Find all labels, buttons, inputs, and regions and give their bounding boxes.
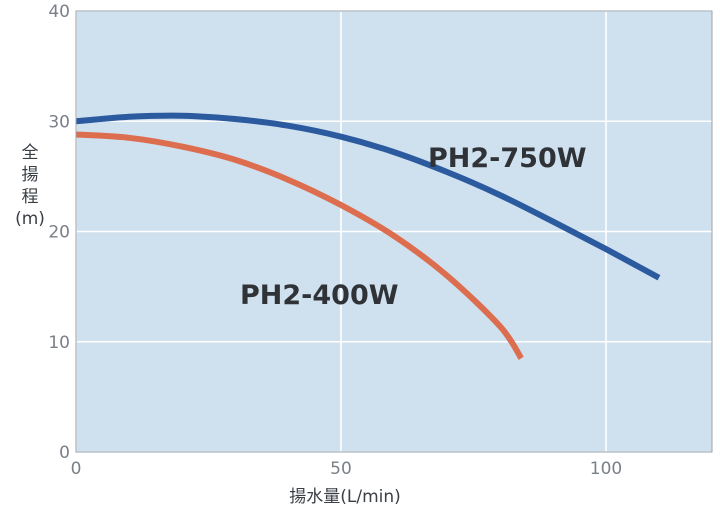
series-line-ph2-400w	[75, 131, 524, 360]
y-tick-label-30: 30	[48, 112, 70, 132]
plot-frame	[75, 10, 713, 453]
tick-labels: 0 50 100 0 10 20 30 40	[48, 2, 622, 479]
x-tick-label-0: 0	[71, 459, 82, 479]
series-line-ph2-750w	[75, 112, 661, 281]
y-axis-title-unit: (m)	[15, 209, 45, 229]
y-axis-title-char-2: 揚	[22, 165, 39, 185]
x-axis-title: 揚水量(L/min)	[289, 487, 401, 507]
y-tick-label-0: 0	[59, 443, 70, 463]
y-tick-label-40: 40	[48, 2, 70, 22]
x-tick-label-100: 100	[590, 459, 622, 479]
y-axis-title-char-1: 全	[22, 143, 39, 163]
x-tick-label-50: 50	[330, 459, 352, 479]
series-layer	[75, 112, 661, 360]
y-axis-title-char-3: 程	[22, 187, 39, 207]
series-label-ph2-400w: PH2-400W	[240, 280, 399, 311]
y-axis-title: 全 揚 程 (m)	[15, 143, 45, 229]
y-tick-label-10: 10	[48, 333, 70, 353]
y-tick-label-20: 20	[48, 223, 70, 243]
series-label-ph2-750w: PH2-750W	[428, 143, 587, 174]
